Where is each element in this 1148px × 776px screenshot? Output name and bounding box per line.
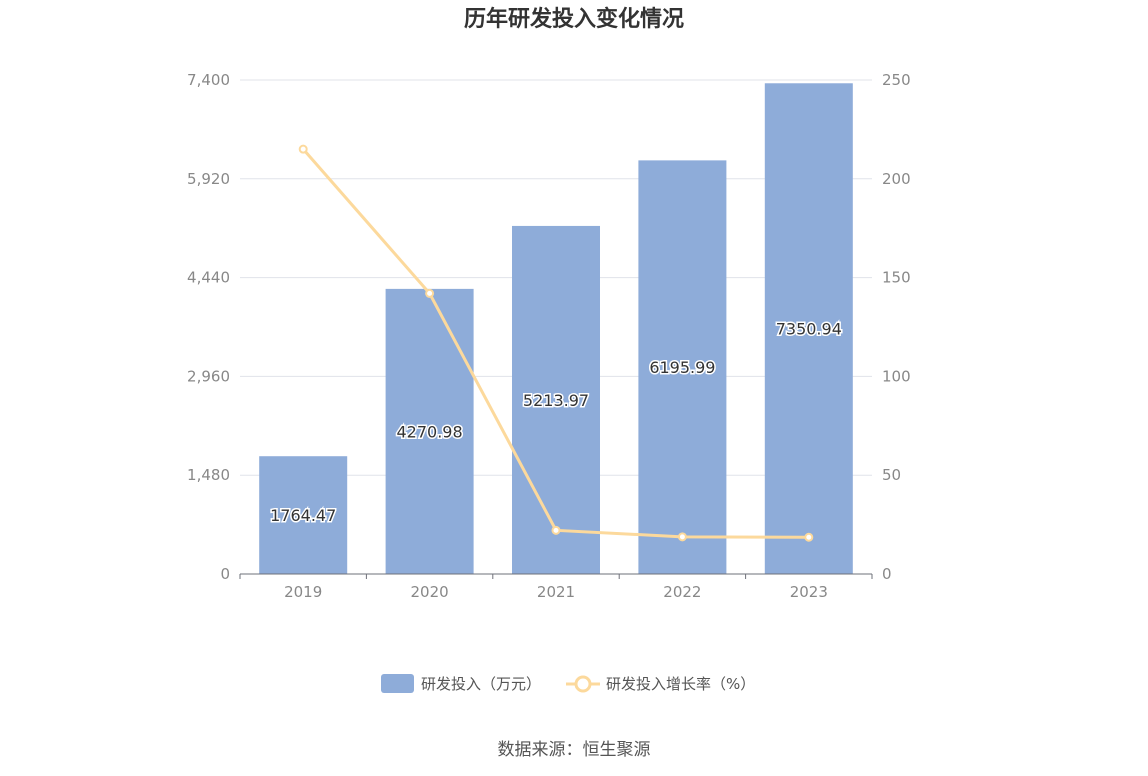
line-point[interactable] <box>298 144 308 154</box>
x-tick-label: 2019 <box>284 583 322 601</box>
bar-data-label: 5213.97 <box>523 391 589 410</box>
legend-line-label: 研发投入增长率（%） <box>606 675 755 693</box>
bar[interactable] <box>764 83 853 574</box>
bar-data-label: 6195.99 <box>649 358 715 377</box>
bar-labels: 1764.47 4270.98 5213.97 6195.99 7350.94 <box>269 318 844 526</box>
y-right-tick-label: 0 <box>882 565 892 583</box>
y-left-tick-label: 4,440 <box>187 269 230 287</box>
y-left-tick-label: 7,400 <box>187 71 230 89</box>
y-left-tick-label: 0 <box>220 565 230 583</box>
line-point[interactable] <box>804 532 814 542</box>
y-left-tick-label: 2,960 <box>187 367 230 385</box>
line-point[interactable] <box>425 288 435 298</box>
y-right-tick-label: 100 <box>882 367 911 385</box>
line-point[interactable] <box>551 525 561 535</box>
legend-item-line[interactable]: 研发投入增长率（%） <box>566 675 755 693</box>
legend[interactable]: 研发投入（万元） 研发投入增长率（%） <box>381 674 755 693</box>
x-tick-label: 2022 <box>663 583 701 601</box>
legend-bar-swatch <box>381 674 414 693</box>
y-right-tick-label: 250 <box>882 71 911 89</box>
y-right-tick-label: 50 <box>882 466 901 484</box>
bar[interactable] <box>638 160 727 575</box>
bar-data-label: 4270.98 <box>397 422 463 441</box>
legend-item-bar[interactable]: 研发投入（万元） <box>381 674 541 693</box>
y-right-tick-label: 200 <box>882 170 911 188</box>
y-axis-left: 0 1,480 2,960 4,440 5,920 7,400 <box>187 71 230 583</box>
legend-line-marker <box>574 675 592 693</box>
bar[interactable] <box>259 456 348 574</box>
y-left-tick-label: 5,920 <box>187 170 230 188</box>
bar-series <box>259 83 853 575</box>
line-point[interactable] <box>677 532 687 542</box>
bar-data-label: 1764.47 <box>270 506 336 525</box>
x-tick-label: 2020 <box>411 583 449 601</box>
bar-data-label: 7350.94 <box>776 320 842 339</box>
y-right-tick-label: 150 <box>882 269 911 287</box>
y-left-tick-label: 1,480 <box>187 466 230 484</box>
bar[interactable] <box>512 225 600 575</box>
line-series <box>298 144 814 542</box>
chart-title: 历年研发投入变化情况 <box>464 6 684 32</box>
x-tick-label: 2021 <box>537 583 575 601</box>
x-tick-label: 2023 <box>790 583 828 601</box>
y-axis-right: 0 50 100 150 200 250 <box>882 71 911 583</box>
legend-bar-label: 研发投入（万元） <box>421 675 541 693</box>
x-axis: 2019 2020 2021 2022 2023 <box>239 573 873 601</box>
bar[interactable] <box>385 288 474 574</box>
source-note: 数据来源：恒生聚源 <box>498 740 651 760</box>
